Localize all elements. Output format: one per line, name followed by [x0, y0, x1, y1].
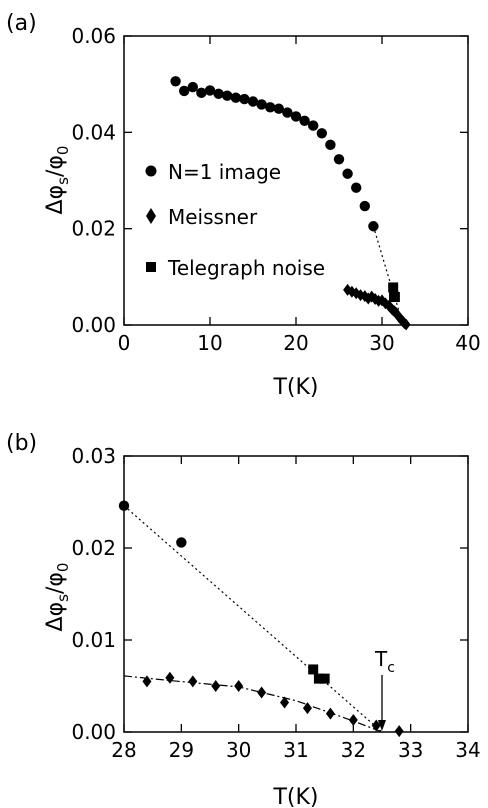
- tc-annotation: Tc: [374, 647, 395, 731]
- data-point-circle: [265, 102, 276, 113]
- panel-b-x-tick-label: 29: [169, 738, 194, 762]
- panel-b-plot-frame: [123, 455, 469, 733]
- panel-a-x-tick-label: 10: [197, 331, 222, 355]
- panel-b-x-tick-label: 30: [226, 738, 251, 762]
- data-point-circle: [179, 85, 190, 97]
- data-point-circle: [222, 90, 233, 101]
- panel-b-x-tick-label: 31: [283, 738, 308, 762]
- panel-b-guide-lines: [123, 505, 383, 733]
- data-point-circle: [342, 168, 353, 179]
- data-point-diamond: [257, 686, 267, 699]
- svg-text:Δφs/φ0: Δφs/φ0: [43, 563, 72, 632]
- panel-a-x-tick-label: 30: [369, 331, 394, 355]
- data-point-circle: [290, 111, 302, 122]
- legend-marker-diamond: [146, 208, 156, 224]
- legend-label-n1-image: N=1 image: [168, 160, 281, 184]
- panel-b-y-tick-label: 0.01: [71, 628, 116, 652]
- data-point-circle: [247, 96, 259, 107]
- panel-a-y-tick-label: 0.04: [71, 120, 116, 144]
- panel-a-label: (a): [6, 11, 37, 36]
- panel-b-label: (b): [6, 431, 37, 456]
- panel-b-y-tick-label: 0.02: [71, 536, 116, 560]
- data-point-circle: [196, 87, 207, 99]
- data-point-diamond: [142, 675, 152, 688]
- panel-b-y-axis-label: Δφs/φ0: [43, 563, 72, 632]
- panel-b-dashdot-guide-line: [123, 675, 383, 733]
- panel-b-x-tick-label: 28: [111, 738, 136, 762]
- data-point-square: [308, 664, 319, 675]
- data-point-diamond: [280, 696, 290, 709]
- panel-b-y-tick-label: 0.03: [71, 444, 116, 468]
- panel-a-ticks: 0 10 20 30 40 0.00 0.02 0.04 0.06: [71, 24, 480, 355]
- data-point-circle: [230, 92, 241, 103]
- svg-text:Δφs/φ0: Δφs/φ0: [43, 146, 72, 215]
- data-point-circle: [204, 85, 216, 96]
- panel-a-markers: [170, 76, 411, 331]
- panel-a-x-tick-label: 40: [455, 331, 480, 355]
- data-point-circle: [333, 154, 345, 165]
- panel-a-y-tick-label: 0.02: [71, 217, 116, 241]
- data-point-circle: [170, 76, 181, 87]
- data-point-circle: [256, 99, 267, 110]
- data-point-diamond: [302, 702, 312, 715]
- data-point-circle: [308, 120, 319, 131]
- data-point-circle: [273, 103, 284, 114]
- panel-b-x-tick-label: 33: [398, 738, 423, 762]
- legend-marker-circle: [145, 165, 157, 177]
- data-point-circle: [359, 200, 370, 212]
- legend-marker-square: [146, 262, 156, 272]
- panel-b-markers: [118, 500, 404, 738]
- panel-a-x-tick-label: 20: [283, 331, 308, 355]
- data-point-circle: [239, 93, 250, 105]
- data-point-diamond: [165, 671, 175, 684]
- data-point-diamond: [348, 714, 358, 727]
- data-point-circle: [351, 182, 362, 193]
- legend-label-telegraph-noise: Telegraph noise: [167, 256, 325, 280]
- panel-b-x-tick-label: 34: [455, 738, 480, 762]
- data-point-circle: [299, 115, 310, 126]
- legend: N=1 image Meissner Telegraph noise: [145, 160, 325, 280]
- tc-arrow-head: [378, 720, 386, 731]
- data-point-diamond: [394, 725, 404, 738]
- data-point-square: [319, 673, 330, 684]
- legend-label-meissner: Meissner: [168, 205, 258, 229]
- panel-b-y-tick-label: 0.00: [71, 720, 116, 744]
- data-point-circle: [325, 139, 336, 151]
- data-point-square: [313, 673, 324, 684]
- panel-a-plot-frame: [123, 35, 469, 326]
- data-point-diamond: [325, 707, 335, 720]
- data-point-diamond: [234, 680, 244, 692]
- data-point-circle: [316, 128, 327, 139]
- panel-b-x-axis-label: T(K): [272, 785, 318, 808]
- data-point-circle: [187, 81, 198, 93]
- data-point-circle: [368, 221, 379, 232]
- panel-b-dotted-guide-line: [123, 505, 383, 733]
- panel-a-y-tick-label: 0.00: [71, 313, 116, 337]
- data-point-square: [389, 292, 400, 303]
- data-point-circle: [213, 88, 224, 100]
- data-point-diamond: [211, 680, 221, 692]
- data-point-circle: [176, 537, 187, 548]
- panel-a-x-axis-label: T(K): [272, 375, 318, 400]
- panel-a-x-tick-label: 0: [118, 331, 131, 355]
- panel-b: (b) Δφs/φ0 T(K) 28 29 30 31 32 33 34 0.00 0.01 0.…: [6, 431, 481, 808]
- panel-a-y-tick-label: 0.06: [71, 24, 116, 48]
- panel-a-y-axis-label: Δφs/φ0: [43, 146, 72, 215]
- panel-b-x-tick-label: 32: [341, 738, 366, 762]
- data-point-diamond: [371, 719, 381, 732]
- panel-a: (a) Δφs/φ0 T(K) 0 10 20 30 40 0.00 0.02 0.04 0.0…: [6, 11, 481, 400]
- panel-b-ticks: 28 29 30 31 32 33 34 0.00 0.01 0.02 0.03: [71, 444, 480, 762]
- data-point-square: [388, 282, 399, 293]
- data-point-circle: [282, 107, 293, 118]
- tc-label: Tc: [374, 647, 395, 676]
- data-point-diamond: [188, 675, 198, 688]
